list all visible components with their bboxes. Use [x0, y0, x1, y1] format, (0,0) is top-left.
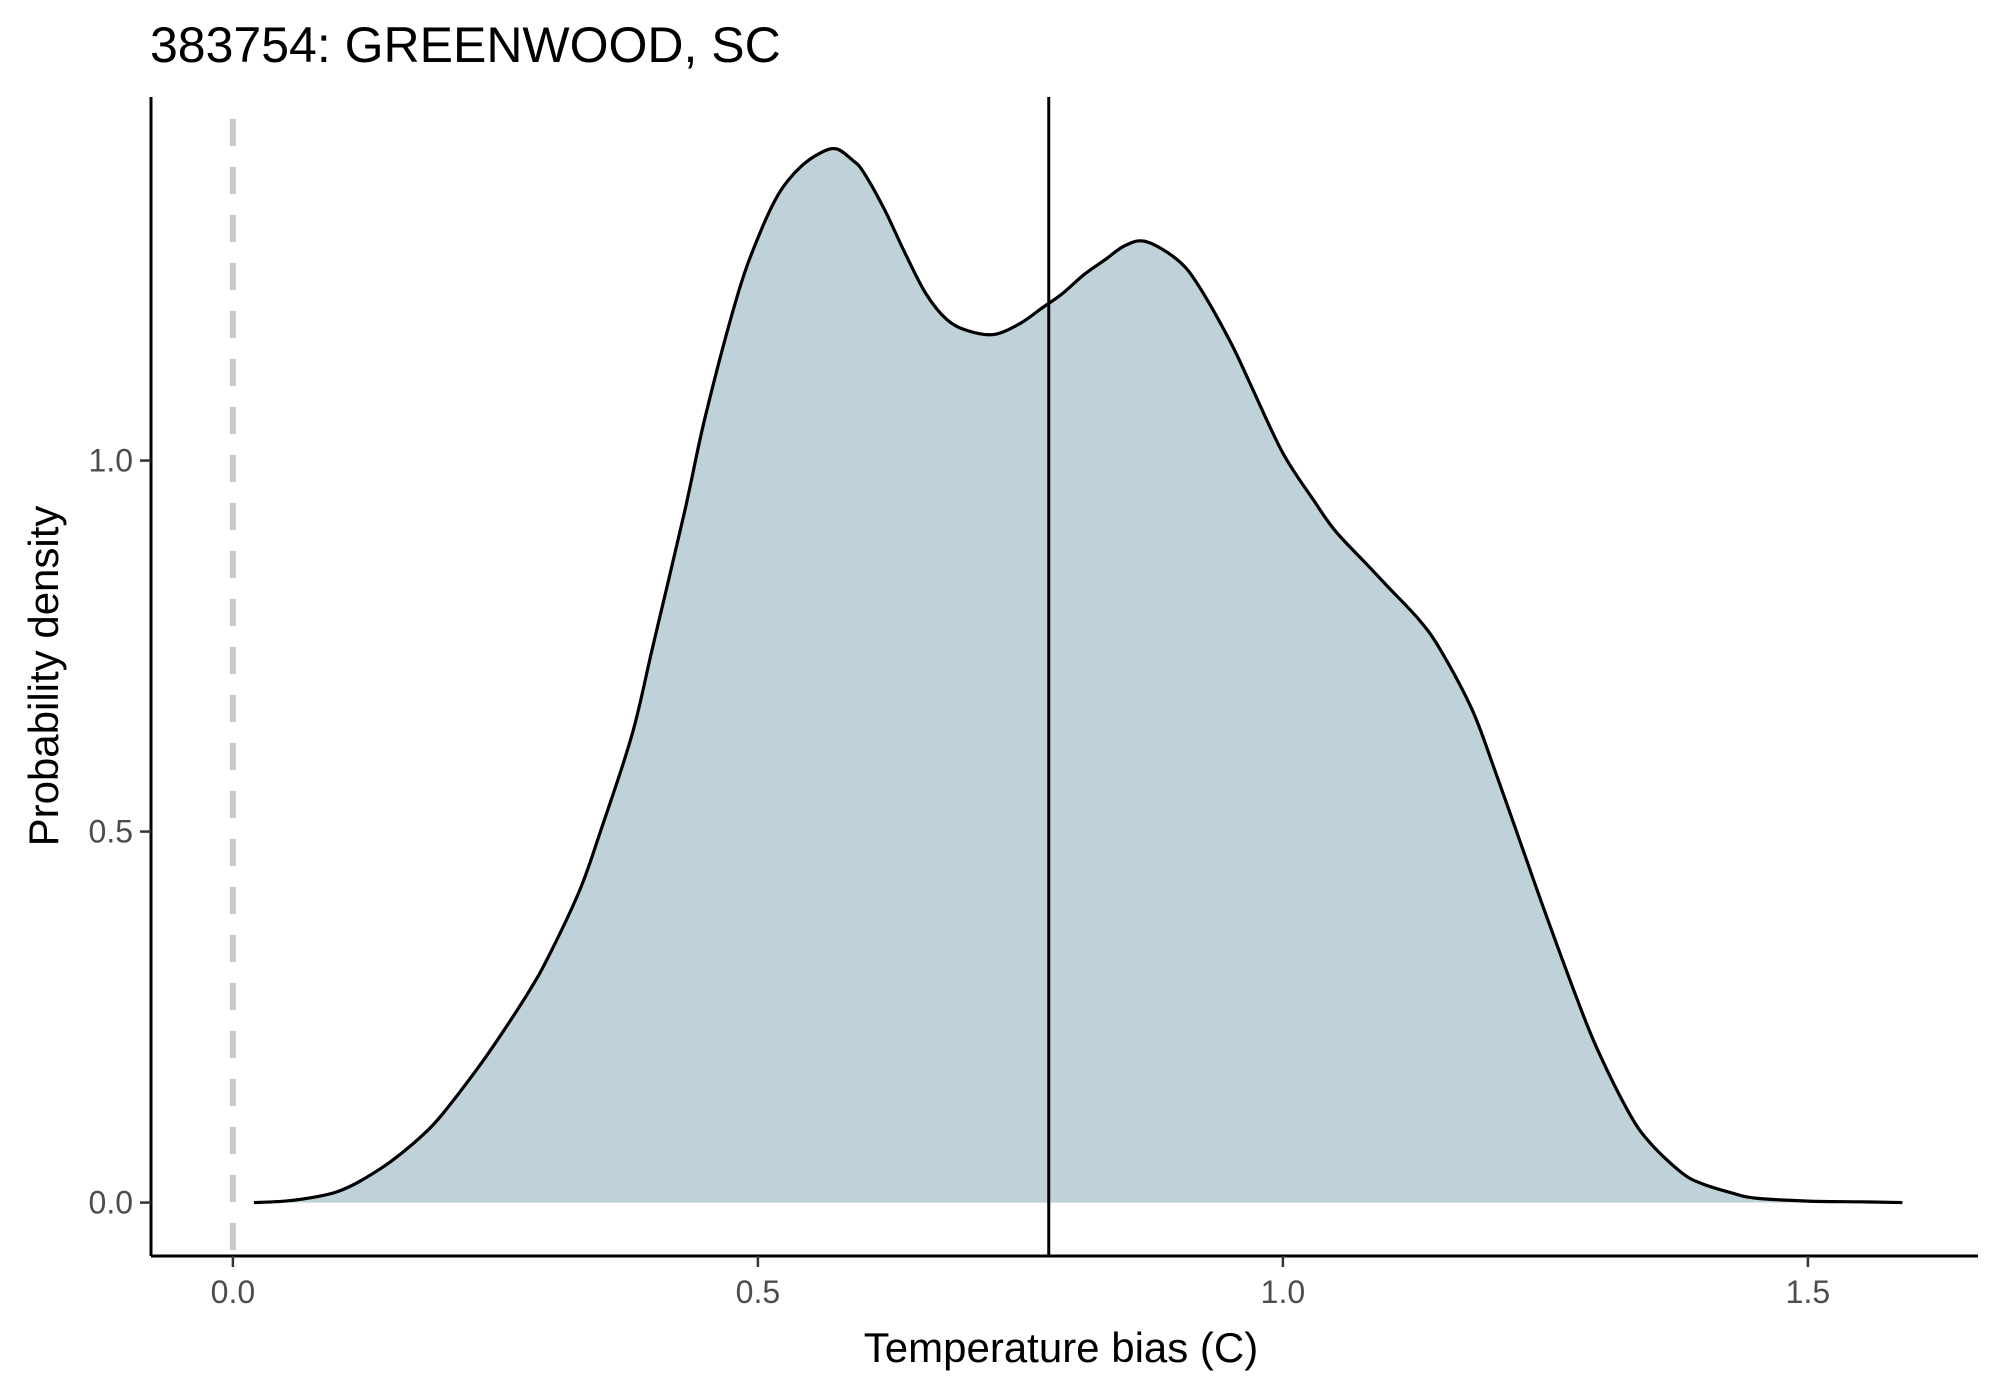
x-tick-label: 0.0 — [211, 1274, 255, 1310]
x-tick-label: 1.0 — [1261, 1274, 1305, 1310]
y-axis-title: Probability density — [20, 506, 67, 847]
y-tick-label: 1.0 — [89, 443, 133, 479]
y-tick-label: 0.5 — [89, 814, 133, 850]
x-tick-label: 1.5 — [1786, 1274, 1830, 1310]
chart-title: 383754: GREENWOOD, SC — [150, 17, 781, 73]
plot-area — [229, 97, 1903, 1256]
x-tick-label: 0.5 — [736, 1274, 780, 1310]
density-curve — [253, 146, 1903, 1205]
axes: 0.0 0.5 1.0 1.5 0.0 0.5 1.0 — [89, 97, 1978, 1310]
y-tick-label: 0.0 — [89, 1185, 133, 1221]
x-axis-title: Temperature bias (C) — [864, 1324, 1258, 1371]
density-area — [253, 148, 1903, 1203]
